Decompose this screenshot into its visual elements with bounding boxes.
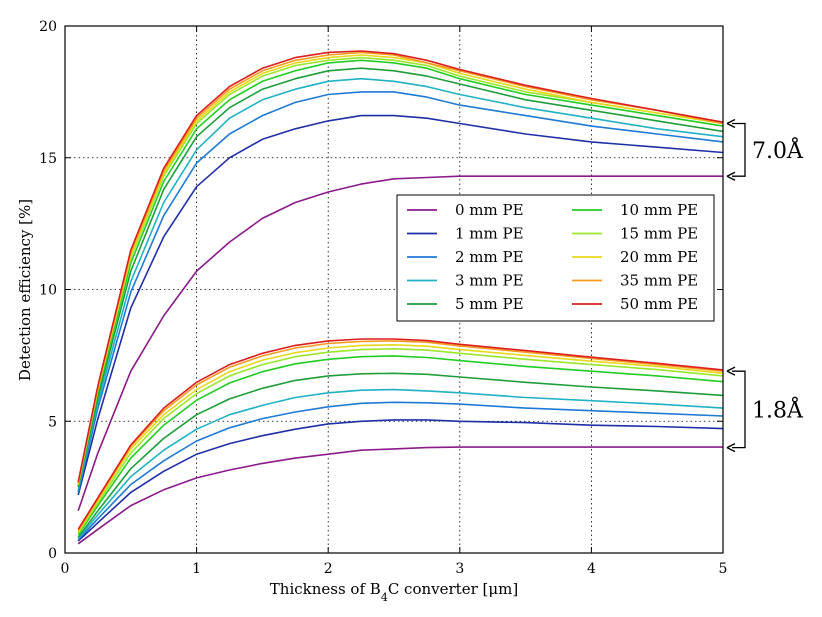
series-line-7.0Å-35-mm-PE	[77, 51, 724, 484]
series-line-7.0Å-2-mm-PE	[77, 91, 724, 493]
series-line-7.0Å-0-mm-PE	[77, 175, 723, 512]
series-line-1.8Å-0-mm-PE	[77, 446, 723, 545]
legend: 0 mm PE 1 mm PE 2 mm PE 3 mm PE 5 mm PE 10 mm…	[396, 194, 715, 322]
legend-label: 10 mm PE	[620, 201, 698, 219]
series-line-7.0Å-5-mm-PE	[77, 67, 724, 488]
x-tick-label: 4	[587, 561, 596, 577]
x-tick-label: 3	[455, 561, 464, 577]
series-line-7.0Å-3-mm-PE	[77, 77, 724, 490]
series-line-1.8Å-10-mm-PE	[77, 355, 724, 536]
axis-ticks: 0 1 2 3 4 5 0 5 10 15 20	[39, 19, 727, 577]
annotation-bracket	[732, 122, 746, 177]
series-line-1.8Å-1-mm-PE	[77, 419, 724, 542]
legend-label: 5 mm PE	[455, 295, 524, 313]
y-tick-label: 10	[39, 283, 57, 299]
series-line-1.8Å-20-mm-PE	[77, 343, 724, 533]
legend-label: 3 mm PE	[455, 272, 524, 290]
legend-label: 20 mm PE	[620, 248, 698, 266]
series-line-7.0Å-15-mm-PE	[77, 56, 724, 485]
series-line-1.8Å-35-mm-PE	[77, 340, 724, 532]
series-line-1.8Å-3-mm-PE	[77, 388, 724, 540]
legend-label: 2 mm PE	[455, 248, 524, 266]
series-lines	[77, 50, 724, 545]
annotation-label: 1.8Å	[752, 395, 804, 423]
x-tick-label: 0	[61, 561, 70, 577]
series-line-7.0Å-10-mm-PE	[77, 59, 724, 486]
legend-label: 50 mm PE	[620, 295, 698, 313]
y-tick-label: 5	[48, 414, 57, 430]
x-tick-label: 2	[324, 561, 333, 577]
x-axis-label: Thickness of B4C converter [μm]	[270, 580, 518, 604]
y-tick-label: 0	[48, 546, 57, 562]
y-axis-label: Detection efficiency [%]	[16, 199, 34, 381]
annotation-bracket	[732, 370, 746, 449]
x-tick-label: 5	[719, 561, 728, 577]
annotation-arrowhead	[726, 171, 736, 181]
annotation-arrowhead	[726, 442, 736, 453]
grid	[65, 26, 723, 553]
series-line-7.0Å-1-mm-PE	[77, 114, 724, 496]
series-line-1.8Å-5-mm-PE	[77, 372, 724, 538]
y-tick-label: 20	[39, 19, 57, 35]
legend-label: 35 mm PE	[620, 272, 698, 290]
annotation-arrowhead	[726, 366, 736, 376]
x-tick-label: 1	[192, 561, 201, 577]
y-tick-label: 15	[39, 151, 57, 167]
legend-label: 1 mm PE	[455, 225, 524, 243]
legend-box	[396, 194, 715, 322]
wavelength-annotations: 7.0Å 1.8Å	[726, 118, 804, 453]
series-line-7.0Å-50-mm-PE	[77, 50, 724, 483]
legend-label: 0 mm PE	[455, 201, 524, 219]
legend-label: 15 mm PE	[620, 225, 698, 243]
annotation-label: 7.0Å	[752, 136, 804, 164]
series-line-7.0Å-20-mm-PE	[77, 54, 724, 485]
series-line-1.8Å-50-mm-PE	[77, 338, 724, 530]
series-line-1.8Å-2-mm-PE	[77, 401, 724, 541]
annotation-arrowhead	[726, 118, 736, 129]
series-line-1.8Å-15-mm-PE	[77, 347, 724, 534]
